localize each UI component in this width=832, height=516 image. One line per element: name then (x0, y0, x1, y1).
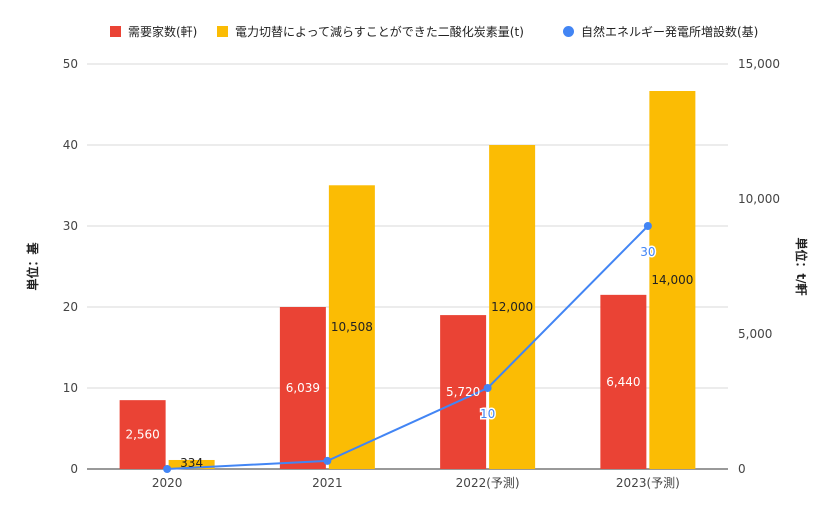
y-tick-label: 50 (63, 57, 78, 71)
y-tick-label: 30 (63, 219, 78, 233)
data-label-co2: 14,000 (651, 273, 693, 287)
legend-label: 電力切替によって減らすことができた二酸化炭素量(t) (235, 24, 524, 39)
bars (119, 91, 696, 469)
bar-co2 (328, 185, 375, 469)
y-tick-label: 20 (63, 300, 78, 314)
legend: 需要家数(軒) 電力切替によって減らすことができた二酸化炭素量(t) 自然エネルギー… (110, 24, 758, 39)
y-tick-label: 10 (63, 381, 78, 395)
legend-swatch (110, 26, 121, 37)
line-series (163, 222, 652, 473)
y2-tick-label: 5,000 (738, 327, 772, 341)
point-plants (643, 222, 652, 230)
data-label-co2: 10,508 (331, 320, 373, 334)
data-label-plants: 10 (480, 407, 495, 421)
data-label-demand: 5,720 (446, 385, 480, 399)
y-tick-label: 40 (63, 138, 78, 152)
data-labels: 2,560 6,039 5,720 6,440 334 10,508 12,000 14,00… (125, 244, 693, 471)
point-plants (323, 456, 332, 465)
y-axis-title: 単位：基 (25, 242, 40, 291)
y-tick-label: 0 (70, 462, 78, 476)
legend-label: 需要家数(軒) (128, 24, 197, 39)
bar-co2 (489, 145, 536, 469)
data-label-co2: 334 (180, 456, 203, 470)
legend-label: 自然エネルギー発電所増設数(基) (581, 24, 758, 39)
legend-swatch (563, 26, 574, 37)
bar-demand (279, 307, 326, 469)
y2-tick-label: 10,000 (738, 192, 780, 206)
x-tick-label: 2021 (312, 476, 343, 490)
x-tick-label: 2020 (152, 476, 183, 490)
y2-tick-label: 15,000 (738, 57, 780, 71)
bar-co2 (649, 91, 696, 469)
data-label-plants: 30 (640, 245, 655, 259)
bar-demand (119, 400, 166, 469)
point-plants (163, 465, 172, 473)
bar-demand (600, 294, 647, 469)
legend-swatch (217, 26, 228, 37)
x-tick-label: 2022(予測) (456, 476, 520, 490)
data-label-co2: 12,000 (491, 300, 533, 314)
point-plants (483, 384, 492, 392)
line-plants (167, 225, 649, 470)
data-label-demand: 2,560 (125, 428, 159, 442)
data-label-demand: 6,440 (606, 375, 640, 389)
y2-axis-title: 単位：t/軒 (794, 237, 809, 295)
x-tick-label: 2023(予測) (616, 476, 680, 490)
bar-co2 (168, 459, 215, 469)
data-label-demand: 6,039 (286, 381, 320, 395)
y2-tick-label: 0 (738, 462, 746, 476)
axes: 0 10 20 30 40 50 0 5,000 10,000 15,000 単位：基 単位：t/軒 2… (25, 57, 809, 490)
